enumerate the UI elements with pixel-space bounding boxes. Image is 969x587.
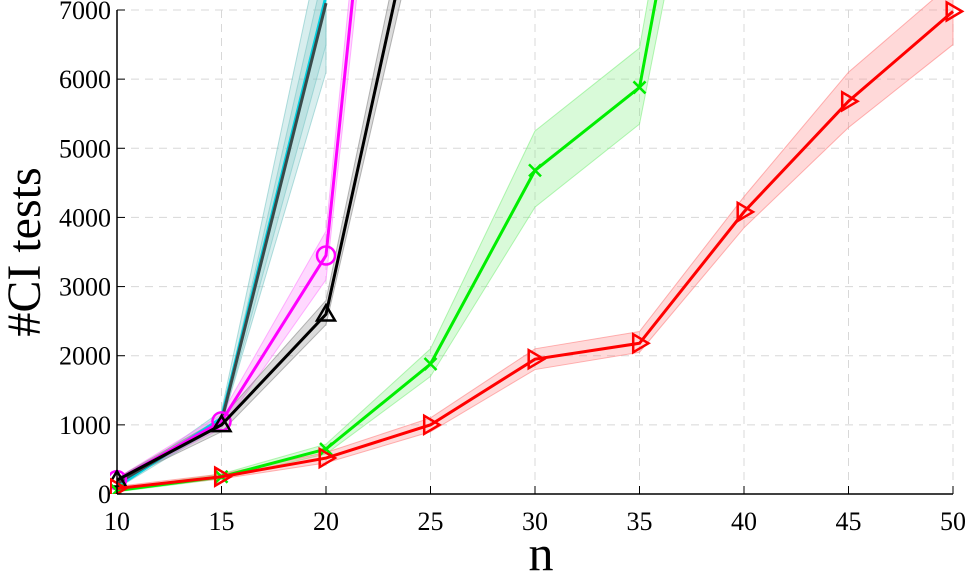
y-tick-label: 2000: [59, 342, 111, 371]
x-tick-label: 20: [313, 507, 339, 536]
x-tick-label: 40: [731, 507, 757, 536]
marker: [319, 442, 333, 456]
x-tick-label: 25: [418, 507, 444, 536]
marker: [632, 80, 647, 95]
y-tick-label: 4000: [59, 203, 111, 232]
marker: [423, 357, 438, 371]
y-tick-label: 5000: [59, 134, 111, 163]
marker: [213, 465, 233, 488]
marker: [314, 302, 338, 322]
axes: 0 1000 2000 3000 4000 5000 6000 7000 10 15 20 25 30 3…: [59, 0, 966, 536]
x-tick-label: 45: [836, 507, 862, 536]
marker: [210, 413, 233, 433]
y-tick-label: 3000: [59, 273, 111, 302]
marker: [527, 347, 547, 371]
y-axis-label: #CI tests: [0, 167, 51, 336]
grid: [116, 9, 954, 495]
marker: [315, 245, 337, 266]
series-line: [116, 0, 355, 482]
series-line: [116, 10, 954, 490]
marker: [110, 477, 129, 494]
y-tick-label: 7000: [59, 0, 111, 25]
x-tick-label: 35: [627, 507, 653, 536]
x-tick-label: 15: [209, 507, 235, 536]
marker: [528, 163, 542, 178]
x-tick-label: 50: [940, 507, 966, 536]
marker: [945, 0, 965, 23]
y-tick-label: 0: [98, 480, 111, 509]
marker: [318, 446, 338, 470]
marker: [422, 413, 442, 437]
marker: [631, 332, 651, 355]
x-axis-label: n: [529, 525, 554, 581]
marker: [736, 200, 756, 224]
x-tick-label: 10: [104, 507, 130, 536]
x-tick-label: 30: [522, 507, 548, 536]
y-tick-label: 6000: [59, 65, 111, 94]
series-line: [116, 0, 397, 482]
marker: [840, 90, 860, 113]
y-tick-label: 1000: [59, 411, 111, 440]
